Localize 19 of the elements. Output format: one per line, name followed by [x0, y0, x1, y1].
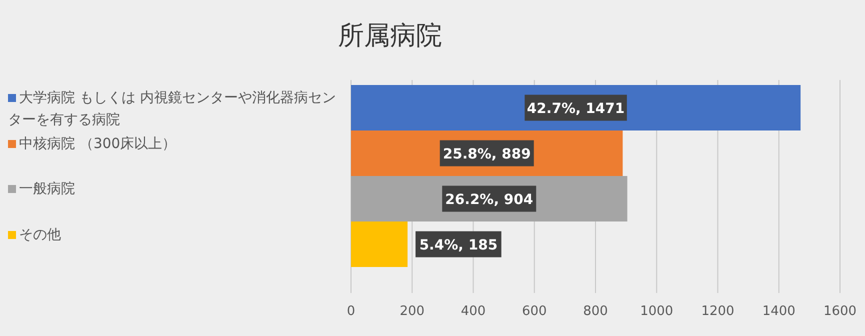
- legend-label: その他: [19, 226, 61, 242]
- x-tick-label: 1200: [701, 304, 734, 319]
- data-label: 25.8%, 889: [442, 146, 531, 162]
- chart-title: 所属病院: [338, 21, 442, 51]
- x-tick-label: 400: [460, 304, 486, 319]
- x-tick-label: 800: [583, 304, 608, 319]
- x-tick-label: 1600: [823, 304, 857, 319]
- x-tick-label: 200: [400, 304, 425, 319]
- x-tick-label: 600: [522, 304, 547, 319]
- bar: [351, 222, 408, 267]
- legend-label: 中核病院 （300床以上）: [19, 136, 176, 152]
- data-label: 26.2%, 904: [445, 192, 534, 208]
- legend-label: 一般病院: [19, 181, 75, 197]
- x-tick-label: 0: [346, 304, 356, 319]
- legend-label: 大学病院 もしくは 内視鏡センターや消化器病センターを有する病院: [8, 90, 336, 128]
- x-tick-label: 1000: [640, 304, 674, 319]
- data-label: 42.7%, 1471: [526, 100, 625, 117]
- data-label: 5.4%, 185: [419, 237, 498, 254]
- x-tick-label: 1400: [762, 304, 796, 319]
